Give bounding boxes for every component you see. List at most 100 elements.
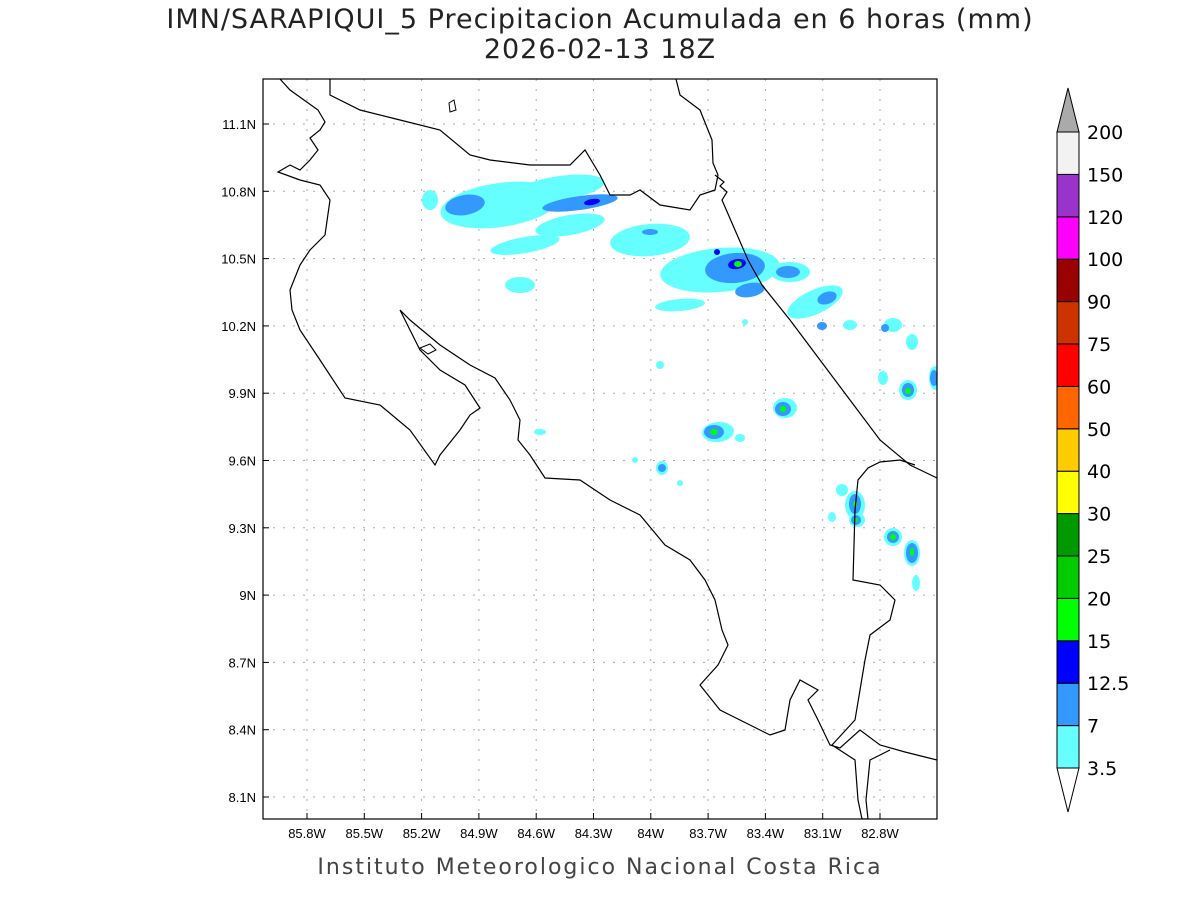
colorbar-swatch [1056, 597, 1080, 642]
lat-tick-label: 10.8N [221, 184, 256, 199]
precip-contour [656, 361, 664, 369]
lon-tick-label: 85.8W [288, 826, 326, 841]
lon-tick-label: 82.8W [861, 826, 899, 841]
colorbar-label: 150 [1087, 164, 1123, 186]
colorbar-label: 15 [1087, 631, 1111, 653]
lat-tick-label: 9.3N [229, 521, 256, 536]
lat-tick-label: 9N [239, 588, 256, 603]
colorbar-swatch [1056, 555, 1080, 599]
colorbar-under-arrow [1056, 767, 1080, 813]
precip-contour [836, 484, 848, 496]
precip-contour [734, 261, 742, 267]
colorbar-over-arrow [1056, 87, 1080, 133]
precip-contour [422, 190, 438, 210]
precip-contour [515, 174, 605, 202]
precip-contour [905, 388, 911, 394]
precip-contour [534, 429, 546, 435]
lon-tick-label: 84.6W [517, 826, 555, 841]
colorbar-label: 30 [1087, 504, 1111, 526]
lat-tick-label: 8.1N [229, 790, 256, 805]
lat-tick-label: 10.5N [221, 252, 256, 267]
colorbar-swatch [1056, 258, 1080, 303]
map-subtitle-date: 2026-02-13 18Z [483, 34, 717, 65]
precip-contour [910, 548, 914, 556]
colorbar-swatch [1056, 682, 1080, 727]
colorbar-label: 40 [1087, 461, 1111, 483]
lon-tick-label: 85.2W [403, 826, 441, 841]
lon-tick-label: 85.5W [346, 826, 384, 841]
precip-contour [655, 298, 705, 312]
colorbar-label: 60 [1087, 376, 1111, 398]
colorbar-label: 12.5 [1087, 673, 1129, 695]
precip-contour [610, 223, 690, 257]
lon-tick-label: 84W [637, 826, 664, 841]
lat-tick-label: 8.7N [229, 655, 256, 670]
precip-contour [906, 334, 918, 350]
precip-contour [828, 512, 836, 522]
precip-contour [735, 282, 765, 298]
map-frame [262, 78, 938, 820]
map-title: IMN/SARAPIQUI_5 Precipitacion Acumulada … [166, 4, 1034, 35]
precip-contour [445, 194, 485, 216]
precip-contour [735, 434, 745, 442]
precip-contour [710, 429, 718, 435]
precip-contour [787, 285, 843, 319]
precip-contour [490, 235, 560, 255]
precip-contour [642, 229, 658, 235]
colorbar-swatch [1056, 428, 1080, 472]
lon-tick-label: 84.9W [460, 826, 498, 841]
colorbar-label: 100 [1087, 249, 1123, 271]
precip-contour [817, 291, 837, 305]
colorbar-label: 120 [1087, 207, 1123, 229]
colorbar-swatch [1056, 173, 1080, 218]
precip-contour [542, 194, 618, 212]
footer-credit: Instituto Meteorologico Nacional Costa R… [317, 855, 883, 880]
colorbar-swatch [1056, 470, 1080, 515]
precip-contour [714, 249, 720, 255]
precip-contour [658, 464, 666, 472]
colorbar-swatch [1056, 513, 1080, 557]
precip-contour [535, 213, 605, 237]
lon-tick-label: 83.7W [689, 826, 727, 841]
lat-tick-label: 11.1N [222, 117, 256, 132]
colorbar-swatch [1056, 343, 1080, 387]
colorbar-label: 20 [1087, 588, 1111, 610]
lat-tick-label: 9.9N [229, 386, 256, 401]
colorbar-swatch [1056, 725, 1080, 769]
colorbar-label: 7 [1087, 716, 1099, 738]
lat-tick-label: 8.4N [229, 723, 256, 738]
colorbar-label: 25 [1087, 546, 1111, 568]
precip-contour [881, 324, 889, 332]
lon-tick-label: 83.4W [747, 826, 785, 841]
grid-lines [263, 79, 937, 819]
lat-tick-label: 10.2N [221, 319, 256, 334]
precip-contour [677, 480, 683, 486]
colorbar-swatch [1056, 640, 1080, 684]
precip-contour [776, 266, 800, 278]
precipitation-field [422, 174, 937, 591]
precip-contour [632, 457, 638, 463]
colorbar-swatch [1056, 301, 1080, 345]
precip-contour [584, 198, 600, 206]
colorbar-label: 3.5 [1087, 758, 1117, 780]
lon-tick-label: 84.3W [575, 826, 613, 841]
colorbar-label: 75 [1087, 334, 1111, 356]
precip-contour [505, 277, 535, 293]
precip-contour [878, 371, 888, 385]
colorbar-label: 90 [1087, 292, 1111, 314]
precip-contour [912, 575, 920, 591]
colorbar-label: 50 [1087, 419, 1111, 441]
lat-tick-label: 9.6N [229, 454, 256, 469]
colorbar-swatch [1056, 216, 1080, 260]
precip-contour [930, 370, 937, 386]
lon-tick-label: 83.1W [804, 826, 842, 841]
precip-contour [780, 406, 786, 412]
precip-contour [890, 534, 896, 540]
coastline [276, 79, 937, 819]
colorbar-legend: 3.5 7 12.5 15 20 25 30 40 50 60 75 90 100 120 150 200 [1056, 87, 1129, 813]
precip-contour [817, 322, 827, 330]
colorbar-swatch [1056, 131, 1080, 175]
colorbar-label: 200 [1087, 122, 1123, 144]
precip-contour [742, 319, 748, 325]
